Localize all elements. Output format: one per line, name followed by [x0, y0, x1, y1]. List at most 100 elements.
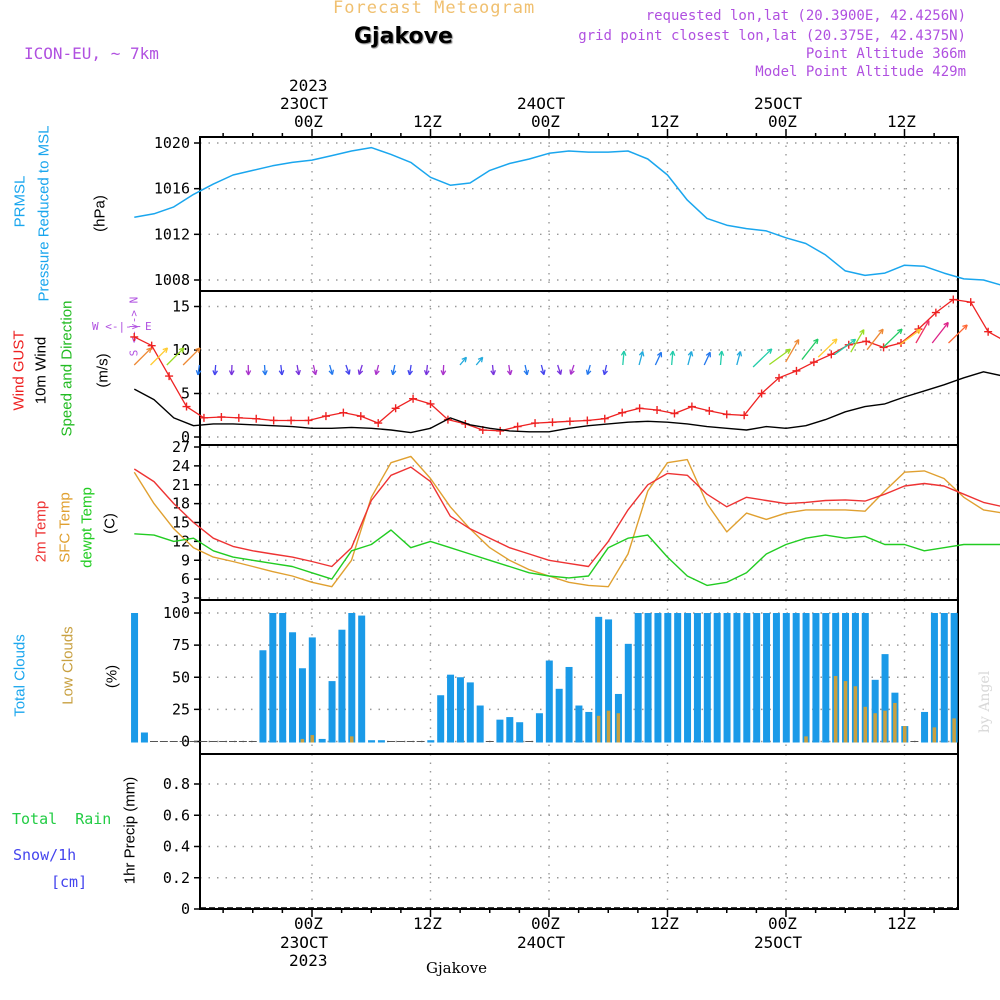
- wind-arrow: [280, 364, 283, 376]
- wind-arrow-head: [440, 370, 447, 376]
- wind10m-line: [133, 371, 1000, 434]
- wind-arrow-head: [813, 338, 819, 345]
- wind-arrow: [622, 350, 625, 366]
- wind-arrow: [785, 339, 800, 363]
- y-tick-label: 3: [181, 589, 190, 607]
- wind-arrow-head: [178, 347, 185, 353]
- temp-sfc-line: [133, 455, 1000, 588]
- total-cloud-bar: [140, 732, 148, 743]
- top-tick-3: 12Z: [650, 112, 679, 131]
- wind-arrow: [736, 351, 742, 366]
- y-tick-label: 50: [172, 668, 190, 686]
- gust-marker: [130, 332, 139, 341]
- location-title: Gjakove: [354, 24, 453, 49]
- total-cloud-bar: [674, 613, 682, 743]
- gust-marker: [757, 389, 766, 398]
- wind-arrow-head: [831, 338, 838, 344]
- bottom-date-24oct: 24OCT: [517, 933, 566, 952]
- gust-marker: [234, 413, 243, 422]
- total-cloud-bar: [713, 613, 721, 743]
- wind-arrow: [948, 324, 968, 344]
- total-cloud-bar: [743, 613, 751, 743]
- total-cloud-bar: [427, 740, 435, 743]
- wind-arrow: [508, 364, 512, 375]
- wind-arrow: [491, 364, 495, 376]
- wind-arrow: [375, 364, 380, 375]
- total-cloud-bar: [259, 650, 267, 743]
- gust-marker: [565, 417, 574, 426]
- y-tick-label: 0.2: [163, 869, 190, 887]
- wind-arrow-head: [897, 328, 903, 335]
- total-cloud-bar: [476, 705, 484, 743]
- wind-arrow: [296, 364, 300, 375]
- wind-arrow-head: [602, 369, 608, 376]
- wind-arrow-head: [523, 369, 530, 376]
- bottom-tick-4: 00Z: [768, 914, 797, 933]
- top-tick-4: 00Z: [768, 112, 797, 131]
- gust-marker: [531, 419, 540, 428]
- wind-arrow: [687, 351, 693, 366]
- wind-arrow-head: [228, 370, 235, 376]
- y-tick-label: 0.4: [163, 838, 190, 856]
- panel-frame-4: [199, 753, 959, 910]
- point-altitude: Point Altitude 366m: [805, 46, 966, 62]
- wind-arrow-head: [490, 370, 496, 376]
- cloud-bars: [131, 613, 958, 743]
- wind-arrow-head: [461, 356, 468, 363]
- gust-marker: [653, 406, 662, 415]
- total-cloud-bar: [684, 613, 692, 743]
- y-tick-label: 15: [172, 514, 190, 532]
- total-cloud-bar: [466, 682, 474, 743]
- low-cloud-bar: [310, 735, 314, 743]
- gust-marker: [809, 358, 818, 367]
- total-cloud-bar: [772, 613, 780, 743]
- wind-arrow: [817, 338, 838, 358]
- gust-marker: [583, 416, 592, 425]
- wind-arrow-head: [262, 370, 268, 376]
- gust-marker: [356, 412, 365, 421]
- gust-marker: [618, 408, 627, 417]
- y-tick-label: 24: [172, 457, 190, 475]
- gust-marker: [217, 412, 226, 421]
- gust-marker: [670, 409, 679, 418]
- low-cloud-bar: [350, 736, 354, 743]
- y-tick-label: 0.6: [163, 806, 190, 824]
- top-date-24oct: 24OCT: [517, 94, 566, 113]
- total-cloud-bar: [348, 613, 356, 743]
- total-cloud-bar: [358, 615, 366, 743]
- total-cloud-bar: [703, 613, 711, 743]
- wind-arrow-head: [878, 328, 884, 335]
- wind-arrow: [915, 320, 930, 344]
- total-cloud-bar: [565, 666, 573, 743]
- wind-arrow-head: [195, 369, 202, 376]
- total-cloud-bar: [802, 613, 810, 743]
- total-rain-label: Total Rain: [12, 810, 112, 828]
- product-title: Forecast Meteogram: [333, 0, 536, 18]
- low-cloud-bar: [863, 706, 867, 743]
- gust-marker: [827, 350, 836, 359]
- wind-arrow: [834, 338, 856, 356]
- y-tick-label: 15: [172, 298, 190, 316]
- total-cloud-bar: [753, 613, 761, 743]
- total-cloud-bar: [279, 613, 287, 743]
- total-cloud-bar: [595, 616, 603, 743]
- total-cloud-bar: [763, 613, 771, 743]
- wind-arrow-head: [638, 351, 645, 357]
- wind-arrow: [850, 329, 865, 353]
- gust-marker: [409, 394, 418, 403]
- gust-marker: [513, 422, 522, 431]
- total-cloud-bar: [289, 632, 297, 743]
- wind-arrow: [586, 364, 591, 375]
- low-cloud-bar: [833, 675, 838, 743]
- total-cloud-bar: [940, 613, 948, 743]
- gust-marker: [426, 399, 435, 408]
- total-cloud-bar: [545, 660, 553, 743]
- total-cloud-bar: [861, 613, 869, 743]
- gust-marker: [740, 411, 749, 420]
- total-cloud-bar: [447, 674, 455, 743]
- top-tick-2: 00Z: [531, 112, 560, 131]
- total-cloud-bar: [269, 613, 277, 743]
- total-cloud-bar: [496, 719, 504, 743]
- low-cloud-bar: [903, 726, 907, 743]
- total-cloud-bar: [368, 740, 376, 743]
